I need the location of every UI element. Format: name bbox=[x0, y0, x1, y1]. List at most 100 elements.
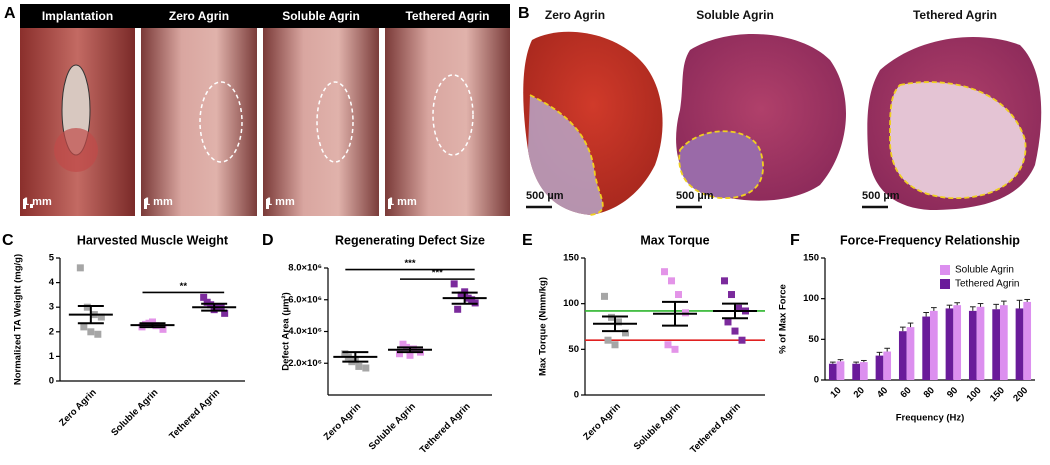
data-point bbox=[611, 341, 619, 349]
data-point bbox=[454, 305, 462, 313]
scale-bar bbox=[144, 199, 147, 209]
x-tick-label: 40 bbox=[875, 385, 890, 400]
y-tick-label: 0 bbox=[814, 375, 819, 386]
x-tick-label: Tethered Agrin bbox=[688, 401, 743, 456]
bar bbox=[836, 361, 845, 380]
bar bbox=[875, 355, 884, 380]
data-point bbox=[355, 362, 363, 370]
scale-label: 1 mm bbox=[23, 196, 52, 208]
data-point bbox=[668, 277, 675, 285]
bar bbox=[930, 310, 938, 380]
photo bbox=[141, 28, 257, 216]
y-tick-label: 50 bbox=[568, 344, 579, 355]
section-label: Zero Agrin bbox=[545, 8, 605, 22]
scale-bar bbox=[23, 199, 26, 209]
data-point bbox=[87, 328, 95, 336]
data-point bbox=[97, 313, 105, 321]
y-tick-label: 100 bbox=[563, 298, 579, 309]
section-label: Soluble Agrin bbox=[696, 8, 774, 22]
data-point bbox=[83, 303, 91, 311]
y-tick-label: 2 bbox=[49, 326, 54, 337]
y-tick-label: 8.0×10⁶ bbox=[288, 263, 322, 274]
data-point bbox=[738, 336, 746, 344]
data-point bbox=[671, 345, 679, 353]
data-point bbox=[399, 340, 407, 348]
y-tick-label: 5 bbox=[49, 253, 55, 264]
data-point bbox=[721, 277, 728, 285]
y-tick-label: 100 bbox=[803, 293, 819, 304]
data-point bbox=[80, 323, 88, 331]
data-point bbox=[450, 280, 458, 288]
data-point bbox=[362, 364, 370, 372]
y-axis-label: Max Torque (Nmm/kg) bbox=[538, 277, 549, 376]
y-tick-label: 0 bbox=[49, 376, 54, 387]
bar bbox=[860, 362, 868, 380]
panel-letter: C bbox=[2, 232, 14, 249]
significance-label: *** bbox=[404, 258, 415, 269]
x-tick-label: Tethered Agrin bbox=[167, 387, 222, 442]
y-axis-label: Defect Area (µm²) bbox=[281, 292, 292, 371]
data-point bbox=[200, 293, 208, 301]
x-tick-label: Soluble Agrin bbox=[109, 387, 160, 438]
data-point bbox=[396, 350, 403, 358]
x-tick-label: Soluble Agrin bbox=[367, 401, 418, 452]
y-axis-label: Normalized TA Weight (mg/g) bbox=[13, 254, 24, 385]
y-tick-label: 0 bbox=[574, 390, 579, 401]
photo bbox=[263, 28, 379, 216]
data-point bbox=[664, 341, 672, 349]
panel-letter: B bbox=[518, 5, 530, 22]
data-point bbox=[203, 298, 211, 306]
data-point bbox=[76, 264, 84, 272]
scale-bar bbox=[266, 199, 269, 209]
bar bbox=[883, 351, 892, 380]
bar bbox=[976, 306, 985, 380]
x-tick-label: 60 bbox=[898, 385, 913, 400]
x-tick-label: Zero Agrin bbox=[581, 401, 623, 443]
histology-section bbox=[523, 31, 663, 216]
bar bbox=[1023, 301, 1032, 380]
x-tick-label: Zero Agrin bbox=[322, 401, 364, 443]
data-point bbox=[615, 318, 622, 326]
y-tick-label: 4.0×10⁶ bbox=[288, 326, 322, 337]
legend-swatch bbox=[940, 279, 950, 289]
bar bbox=[968, 310, 977, 380]
photo-label: Zero Agrin bbox=[169, 9, 229, 23]
y-tick-label: 1 bbox=[49, 351, 55, 362]
header-bar bbox=[20, 4, 510, 28]
x-tick-label: 10 bbox=[828, 385, 843, 400]
scale-bar bbox=[388, 199, 391, 209]
photo bbox=[385, 28, 510, 216]
chart-title: Harvested Muscle Weight bbox=[77, 233, 229, 247]
scale-label: 1 mm bbox=[144, 196, 173, 208]
legend-label: Tethered Agrin bbox=[955, 279, 1020, 290]
x-tick-label: Tethered Agrin bbox=[418, 401, 473, 456]
y-tick-label: 2.0×10⁶ bbox=[288, 358, 322, 369]
x-axis-label: Frequency (Hz) bbox=[896, 413, 965, 424]
histology-section bbox=[867, 37, 1042, 211]
bar bbox=[992, 309, 1000, 380]
scale-label: 1 mm bbox=[388, 196, 417, 208]
bar bbox=[906, 327, 915, 380]
bar bbox=[898, 331, 907, 380]
data-point bbox=[735, 304, 742, 312]
bar bbox=[953, 305, 962, 380]
photo-label: Implantation bbox=[42, 9, 113, 23]
bar bbox=[1000, 305, 1008, 380]
data-point bbox=[622, 329, 629, 337]
y-tick-label: 4 bbox=[49, 277, 55, 288]
x-tick-label: 20 bbox=[852, 385, 867, 400]
data-point bbox=[406, 351, 414, 359]
y-tick-label: 6.0×10⁶ bbox=[288, 294, 322, 305]
bar bbox=[945, 308, 954, 380]
x-tick-label: Zero Agrin bbox=[57, 387, 99, 429]
scale-label: 500 µm bbox=[676, 190, 714, 202]
histology-section bbox=[676, 33, 847, 201]
x-tick-label: 100 bbox=[965, 385, 984, 404]
x-tick-label: 90 bbox=[945, 385, 960, 400]
legend-swatch bbox=[940, 265, 950, 275]
chart-title: Regenerating Defect Size bbox=[335, 233, 485, 247]
chart-title: Force-Frequency Relationship bbox=[840, 233, 1020, 247]
significance-label: ** bbox=[180, 281, 188, 292]
photo bbox=[20, 28, 135, 216]
